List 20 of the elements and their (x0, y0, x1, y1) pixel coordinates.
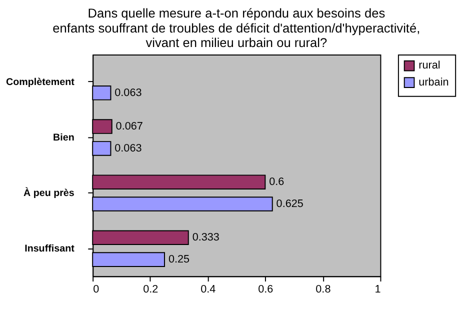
y-tick-label: À peu près (23, 187, 75, 200)
y-tick-label: Complètement (6, 76, 76, 88)
legend-label: urbain (418, 76, 449, 88)
x-tick-label: 0.4 (200, 283, 216, 296)
x-tick-label: 0.8 (316, 283, 331, 296)
y-tick-label: Insuffisant (24, 244, 76, 255)
x-tick-label: 0 (93, 283, 100, 296)
data-label: 0.067 (116, 120, 143, 132)
data-label: 0.6 (269, 176, 284, 188)
y-tick-label: Bien (53, 132, 74, 144)
chart-title: Dans quelle mesure a-t-on répondu aux besoins des enfants souffrant de troubles de déficit d'attention/d'hyperactivité, vivant en milieu urbain ou rural? (52, 6, 420, 50)
data-label: 0.333 (192, 232, 220, 244)
x-tick-label: 1 (374, 283, 381, 296)
data-label: 0.063 (114, 86, 142, 99)
data-label: 0.25 (168, 254, 190, 266)
data-label: 0.063 (114, 142, 142, 154)
x-tick-label: 0.6 (258, 283, 274, 296)
x-tick-label: 0.2 (143, 283, 158, 296)
legend-label: rural (418, 60, 440, 72)
data-label: 0.625 (276, 198, 304, 210)
